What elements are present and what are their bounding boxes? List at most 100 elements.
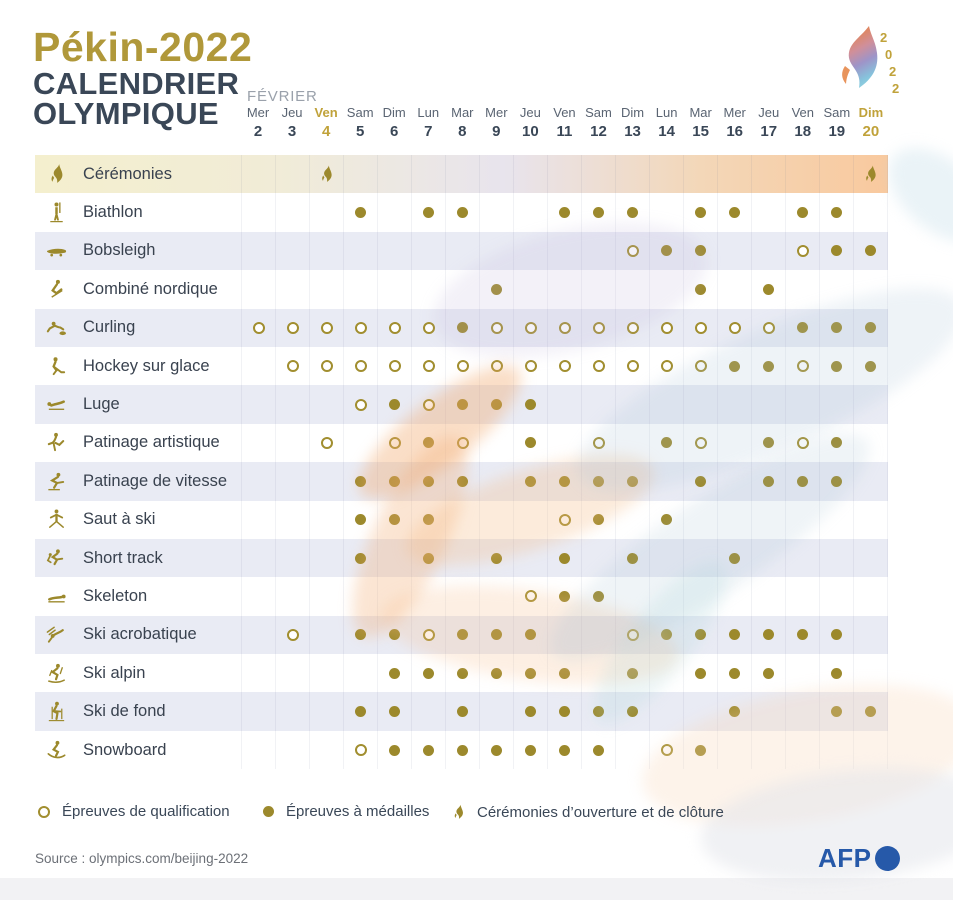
calendar-cell <box>241 193 275 232</box>
logo-year-digit: 2 <box>892 81 900 96</box>
medal-dot <box>661 245 672 257</box>
day-number: 4 <box>321 123 331 140</box>
qualification-dot <box>694 360 707 373</box>
qualification-dot <box>354 321 367 334</box>
calendar-cell <box>649 346 683 386</box>
calendar-cell <box>785 308 819 347</box>
sport-label-cell: Luge <box>35 393 241 417</box>
calendar-cell <box>547 654 581 693</box>
logo-year-digit: 2 <box>889 64 897 79</box>
day-header-16: Mer 16 <box>718 105 752 140</box>
sport-row-skeleton: Skeleton <box>35 577 888 616</box>
day-header-6: Dim 6 <box>377 105 411 140</box>
medal-dot <box>695 629 706 641</box>
calendar-cell <box>377 308 411 347</box>
luge-icon <box>44 393 68 417</box>
calendar-cell <box>241 615 275 655</box>
calendar-cell <box>649 500 683 539</box>
day-number: 6 <box>390 123 399 140</box>
medal-dot <box>831 667 842 679</box>
qualification-dot <box>558 513 571 526</box>
calendar-cell <box>411 193 445 232</box>
calendar-cell <box>853 346 888 386</box>
calendar-cell <box>649 615 683 655</box>
day-name: Mar <box>451 105 474 120</box>
qualification-dot <box>524 590 537 603</box>
medal-dot <box>457 706 468 718</box>
calendar-cell <box>581 500 615 539</box>
medal-dot <box>729 667 740 679</box>
calendar-cell <box>547 308 581 347</box>
logo-year-digit: 2 <box>880 30 888 45</box>
qualification-dot <box>422 321 435 334</box>
calendar-grid: Cérémonies Biathlon Bobsleigh Combiné nordi… <box>35 155 888 770</box>
qualification-dot <box>38 805 50 818</box>
saut-a-ski-icon <box>44 508 68 532</box>
calendar-cell <box>445 231 479 271</box>
calendar-cell <box>377 692 411 731</box>
day-header-8: Mar 8 <box>445 105 479 140</box>
calendar-cell <box>785 615 819 655</box>
afp-logo-text: AFP <box>818 843 872 873</box>
calendar-cell <box>377 385 411 424</box>
calendar-cell <box>853 423 888 463</box>
medal-dot <box>389 629 400 641</box>
qualification-dot <box>558 321 571 334</box>
calendar-cell <box>717 308 751 347</box>
qualification-dot <box>660 321 673 334</box>
calendar-cell <box>785 346 819 386</box>
calendar-cell <box>343 308 377 347</box>
medal-dot <box>525 706 536 718</box>
day-name: Sam <box>346 105 374 120</box>
medal-dot <box>865 322 876 334</box>
calendar-cell <box>479 231 513 271</box>
calendar-cell <box>615 193 649 232</box>
sport-row-curling: Curling <box>35 308 888 347</box>
day-header-14: Lun 14 <box>650 105 684 140</box>
calendar-cell <box>751 615 785 655</box>
calendar-cell <box>581 730 615 770</box>
medal-dot <box>355 629 366 641</box>
medal-dot <box>661 437 672 449</box>
calendar-cell <box>751 231 785 271</box>
day-name: Dim <box>858 105 884 120</box>
calendar-cell <box>377 615 411 655</box>
sport-label: Ski de fond <box>83 702 166 721</box>
calendar-cell <box>547 423 581 463</box>
date-header-row: Mer 2 Jeu 3 Ven 4 Sam 5 Dim 6 Lun 7 Mar 8 Mer 9 Jeu 10 Ven… <box>241 105 888 140</box>
calendar-cell <box>411 692 445 731</box>
calendar-cell <box>309 385 343 424</box>
calendar-cell <box>819 385 853 424</box>
title-main: Pékin-2022 <box>33 24 253 70</box>
calendar-cell <box>751 270 785 309</box>
calendar-cell <box>615 231 649 271</box>
calendar-cell <box>649 308 683 347</box>
calendar-cell <box>547 500 581 539</box>
calendar-cell <box>275 615 309 655</box>
calendar-cell <box>343 615 377 655</box>
calendar-cell <box>241 654 275 693</box>
calendar-cell <box>513 385 547 424</box>
qualification-dot <box>456 436 469 449</box>
calendar-cell <box>853 692 888 731</box>
medal-dot <box>865 706 876 718</box>
calendar-cell <box>275 692 309 731</box>
medal-dot <box>423 475 434 487</box>
medal-dot <box>491 283 502 295</box>
calendar-cell <box>785 692 819 731</box>
calendar-cell <box>343 692 377 731</box>
qualification-dot <box>762 321 775 334</box>
day-number: 14 <box>658 123 675 140</box>
sport-row-luge: Luge <box>35 385 888 424</box>
calendar-cell <box>411 615 445 655</box>
medal-dot <box>661 514 672 526</box>
medal-dot <box>831 437 842 449</box>
calendar-cell <box>343 193 377 232</box>
qualification-dot <box>252 321 265 334</box>
sport-row-patinage-vitesse: Patinage de vitesse <box>35 462 888 501</box>
medal-dot <box>627 667 638 679</box>
calendar-cell <box>241 577 275 616</box>
day-number: 7 <box>424 123 433 140</box>
ski-de-fond-icon <box>44 700 68 724</box>
calendar-cell <box>785 538 819 578</box>
